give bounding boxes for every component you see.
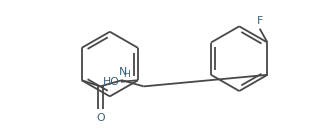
Text: F: F — [256, 16, 263, 26]
Text: O: O — [96, 113, 105, 123]
Text: N: N — [119, 67, 127, 77]
Text: H: H — [123, 70, 130, 79]
Text: HO: HO — [103, 77, 120, 87]
